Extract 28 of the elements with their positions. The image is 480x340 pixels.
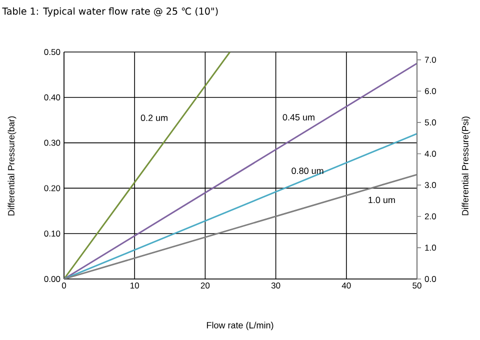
series-label: 0.45 um bbox=[282, 114, 314, 120]
x-tick-label: 10 bbox=[130, 282, 139, 289]
y2-tick-label: 4.0 bbox=[424, 150, 436, 157]
series-label: 0.80 um bbox=[292, 168, 324, 174]
y2-axis-title: Differential Pressure(Psi) bbox=[462, 116, 470, 216]
x-tick-label: 30 bbox=[271, 282, 280, 289]
series-label: 0.2 um bbox=[140, 114, 168, 122]
y-tick-label: 0.40 bbox=[44, 94, 60, 100]
y-tick-label: 0.00 bbox=[44, 276, 60, 282]
y-tick-label: 0.30 bbox=[44, 140, 60, 146]
x-tick-label: 20 bbox=[200, 282, 210, 289]
y2-tick-label: 1.0 bbox=[425, 244, 436, 251]
y-axis-title: Differential Pressure(bar) bbox=[8, 116, 16, 216]
y-tick-label: 0.50 bbox=[44, 48, 60, 55]
x-tick-label: 50 bbox=[412, 282, 422, 289]
x-tick-label: 40 bbox=[342, 282, 351, 289]
y2-tick-label: 7.0 bbox=[424, 56, 436, 63]
chart-title: Table 1: Typical water flow rate @ 25 ℃ (10") bbox=[2, 7, 218, 17]
y2-tick-label: 5.0 bbox=[424, 119, 436, 126]
series-label: 1.0 um bbox=[368, 196, 395, 204]
y-tick-label: 0.10 bbox=[44, 230, 60, 237]
y2-tick-label: 6.0 bbox=[424, 88, 436, 94]
x-tick-label: 0 bbox=[62, 282, 66, 289]
y-tick-label: 0.20 bbox=[44, 185, 60, 192]
x-axis-title: Flow rate (L/min) bbox=[206, 322, 274, 330]
y2-tick-label: 3.0 bbox=[424, 182, 436, 188]
y2-tick-label: 2.0 bbox=[424, 213, 436, 220]
y2-tick-label: 0.0 bbox=[424, 276, 436, 282]
